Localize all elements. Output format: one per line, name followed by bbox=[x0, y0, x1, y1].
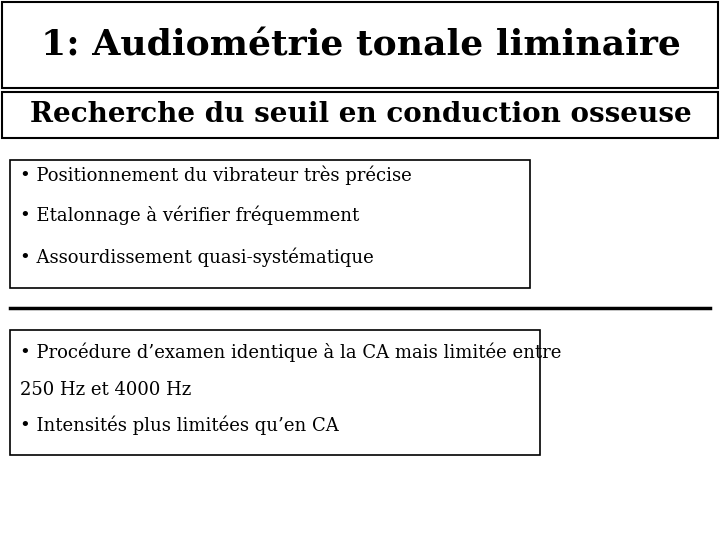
Text: • Positionnement du vibrateur très précise: • Positionnement du vibrateur très préci… bbox=[20, 165, 412, 185]
Text: • Procédure d’examen identique à la CA mais limitée entre: • Procédure d’examen identique à la CA m… bbox=[20, 342, 562, 362]
Text: Recherche du seuil en conduction osseuse: Recherche du seuil en conduction osseuse bbox=[30, 102, 692, 129]
FancyBboxPatch shape bbox=[2, 92, 718, 138]
Text: 250 Hz et 4000 Hz: 250 Hz et 4000 Hz bbox=[20, 381, 192, 399]
FancyBboxPatch shape bbox=[10, 160, 530, 288]
Text: • Assourdissement quasi-systématique: • Assourdissement quasi-systématique bbox=[20, 247, 374, 267]
Text: 1: Audiométrie tonale liminaire: 1: Audiométrie tonale liminaire bbox=[41, 28, 681, 62]
FancyBboxPatch shape bbox=[2, 2, 718, 88]
Text: • Etalonnage à vérifier fréquemment: • Etalonnage à vérifier fréquemment bbox=[20, 205, 359, 225]
FancyBboxPatch shape bbox=[10, 330, 540, 455]
Text: • Intensités plus limitées qu’en CA: • Intensités plus limitées qu’en CA bbox=[20, 415, 338, 435]
